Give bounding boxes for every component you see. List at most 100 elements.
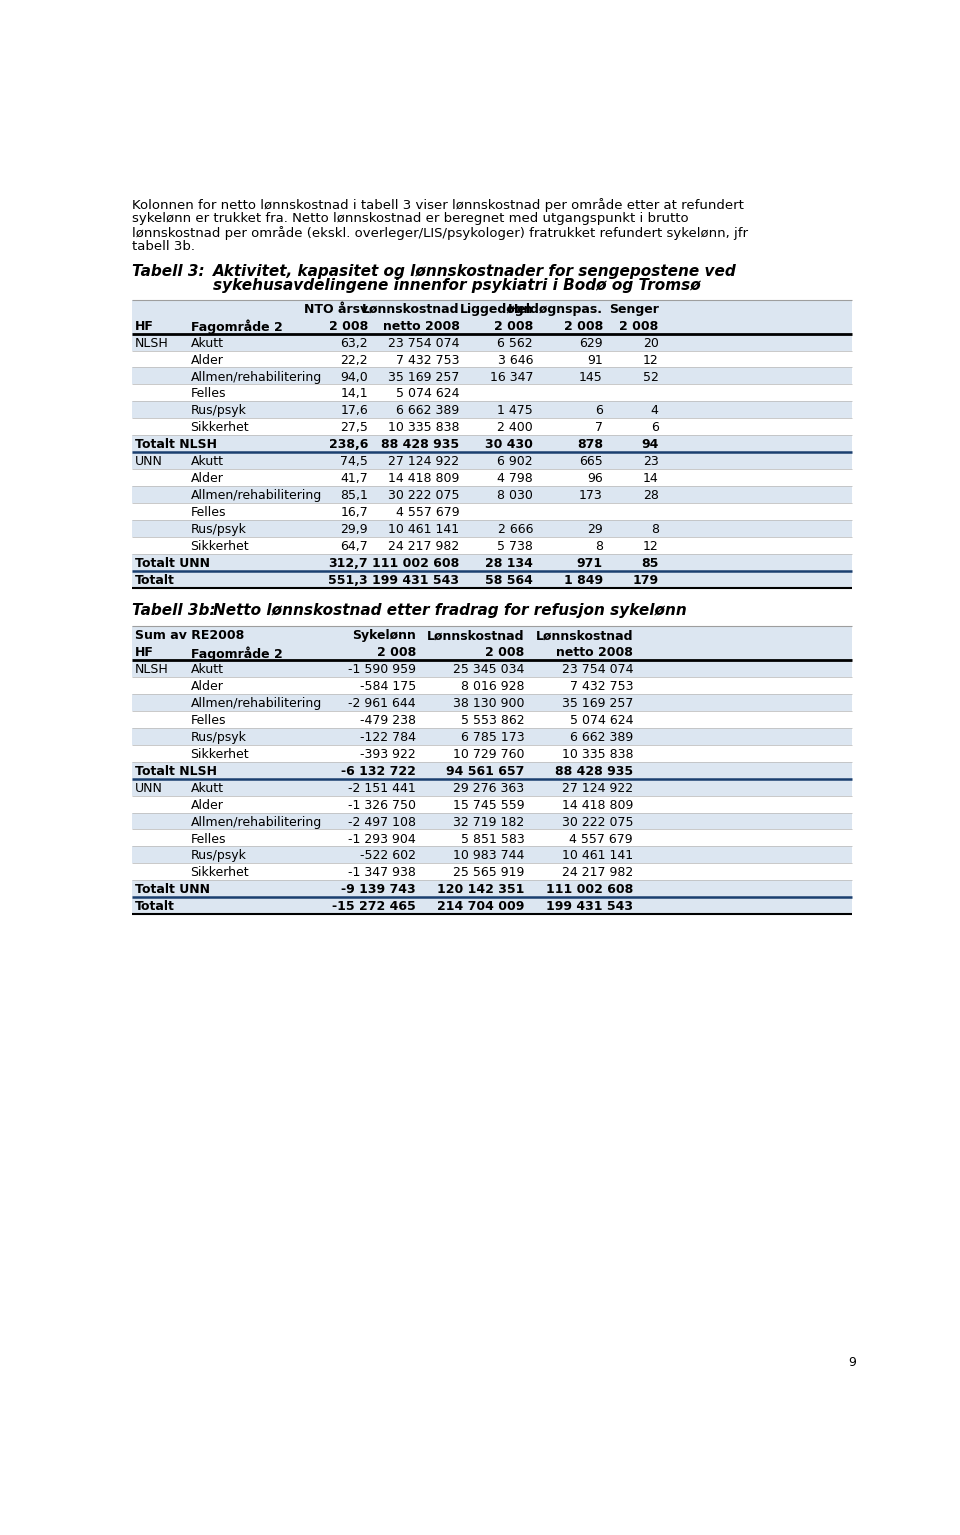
Text: Sikkerhet: Sikkerhet (190, 866, 250, 880)
Bar (132, 401, 852, 418)
Text: HF: HF (134, 646, 154, 659)
Text: 179: 179 (633, 574, 659, 586)
Text: -2 497 108: -2 497 108 (348, 815, 416, 829)
Text: 16,7: 16,7 (340, 507, 368, 519)
Text: 35 169 257: 35 169 257 (388, 370, 460, 384)
Text: Sum av RE2008: Sum av RE2008 (134, 629, 244, 642)
Text: 6: 6 (595, 404, 603, 418)
Text: Akutt: Akutt (190, 781, 224, 795)
Text: 214 704 009: 214 704 009 (437, 901, 524, 913)
Text: Felles: Felles (190, 832, 226, 846)
Text: NLSH: NLSH (134, 663, 168, 675)
Text: Heldøgnspas.: Heldøgnspas. (508, 302, 603, 316)
Bar (132, 384, 852, 401)
Bar (132, 367, 852, 384)
Bar (132, 626, 852, 660)
Text: Sikkerhet: Sikkerhet (190, 422, 250, 434)
Text: 4: 4 (651, 404, 659, 418)
Text: 29 276 363: 29 276 363 (453, 781, 524, 795)
Bar (132, 436, 852, 453)
Text: 5 074 624: 5 074 624 (569, 714, 633, 728)
Text: 4 798: 4 798 (497, 473, 533, 485)
Text: 20: 20 (643, 336, 659, 350)
Text: 35 169 257: 35 169 257 (562, 697, 633, 711)
Text: Netto lønnskostnad etter fradrag for refusjon sykelønn: Netto lønnskostnad etter fradrag for ref… (213, 603, 686, 619)
Text: 29,9: 29,9 (341, 523, 368, 536)
Bar (132, 333, 852, 350)
Bar (132, 537, 852, 554)
Text: 9: 9 (849, 1355, 856, 1369)
Text: 14 418 809: 14 418 809 (388, 473, 460, 485)
Text: UNN: UNN (134, 456, 162, 468)
Bar (132, 778, 852, 795)
Text: Lønnskostnad: Lønnskostnad (536, 629, 633, 642)
Text: 6: 6 (651, 422, 659, 434)
Bar (132, 470, 852, 487)
Text: 91: 91 (588, 353, 603, 367)
Text: 30 430: 30 430 (485, 439, 533, 451)
Text: 24 217 982: 24 217 982 (388, 540, 460, 553)
Text: Allmen/rehabilitering: Allmen/rehabilitering (190, 370, 322, 384)
Text: 74,5: 74,5 (340, 456, 368, 468)
Text: NLSH: NLSH (134, 336, 168, 350)
Text: 7 432 753: 7 432 753 (396, 353, 460, 367)
Text: 17,6: 17,6 (340, 404, 368, 418)
Text: -15 272 465: -15 272 465 (332, 901, 416, 913)
Bar (132, 350, 852, 367)
Text: UNN: UNN (134, 781, 162, 795)
Text: Sikkerhet: Sikkerhet (190, 540, 250, 553)
Text: 12: 12 (643, 353, 659, 367)
Text: Rus/psyk: Rus/psyk (190, 404, 247, 418)
Text: 14: 14 (643, 473, 659, 485)
Text: netto 2008: netto 2008 (383, 319, 460, 333)
Text: 94,0: 94,0 (340, 370, 368, 384)
Text: 5 738: 5 738 (497, 540, 533, 553)
Text: Tabell 3:: Tabell 3: (132, 264, 204, 279)
Bar (132, 677, 852, 694)
Text: 24 217 982: 24 217 982 (562, 866, 633, 880)
Text: 551,3: 551,3 (328, 574, 368, 586)
Text: 2 666: 2 666 (497, 523, 533, 536)
Text: 8: 8 (595, 540, 603, 553)
Text: Totalt NLSH: Totalt NLSH (134, 764, 217, 778)
Text: 28 134: 28 134 (485, 557, 533, 569)
Text: Tabell 3b:: Tabell 3b: (132, 603, 215, 619)
Text: 23: 23 (643, 456, 659, 468)
Text: 111 002 608: 111 002 608 (372, 557, 460, 569)
Text: 7: 7 (595, 422, 603, 434)
Text: -122 784: -122 784 (360, 731, 416, 744)
Text: 665: 665 (579, 456, 603, 468)
Text: 88 428 935: 88 428 935 (381, 439, 460, 451)
Text: 5 851 583: 5 851 583 (461, 832, 524, 846)
Text: Totalt: Totalt (134, 574, 175, 586)
Bar (132, 694, 852, 711)
Bar (132, 487, 852, 503)
Text: -6 132 722: -6 132 722 (341, 764, 416, 778)
Text: -2 961 644: -2 961 644 (348, 697, 416, 711)
Text: Rus/psyk: Rus/psyk (190, 523, 247, 536)
Text: -1 326 750: -1 326 750 (348, 798, 416, 812)
Text: -584 175: -584 175 (360, 680, 416, 694)
Text: Felles: Felles (190, 507, 226, 519)
Text: Felles: Felles (190, 714, 226, 728)
Text: 5 074 624: 5 074 624 (396, 387, 460, 401)
Text: Akutt: Akutt (190, 336, 224, 350)
Text: 2 008: 2 008 (376, 646, 416, 659)
Text: -9 139 743: -9 139 743 (342, 883, 416, 896)
Bar (132, 846, 852, 863)
Text: 10 461 141: 10 461 141 (562, 849, 633, 863)
Text: 38 130 900: 38 130 900 (453, 697, 524, 711)
Text: Akutt: Akutt (190, 663, 224, 675)
Bar (132, 503, 852, 520)
Text: Alder: Alder (190, 353, 224, 367)
Text: 4 557 679: 4 557 679 (396, 507, 460, 519)
Text: 2 008: 2 008 (486, 646, 524, 659)
Text: Totalt: Totalt (134, 901, 175, 913)
Text: -1 590 959: -1 590 959 (348, 663, 416, 675)
Text: 878: 878 (577, 439, 603, 451)
Text: 30 222 075: 30 222 075 (562, 815, 633, 829)
Text: 8: 8 (651, 523, 659, 536)
Text: Sikkerhet: Sikkerhet (190, 748, 250, 761)
Text: 23 754 074: 23 754 074 (562, 663, 633, 675)
Text: sykelønn er trukket fra. Netto lønnskostnad er beregnet med utgangspunkt i brutt: sykelønn er trukket fra. Netto lønnskost… (132, 212, 688, 226)
